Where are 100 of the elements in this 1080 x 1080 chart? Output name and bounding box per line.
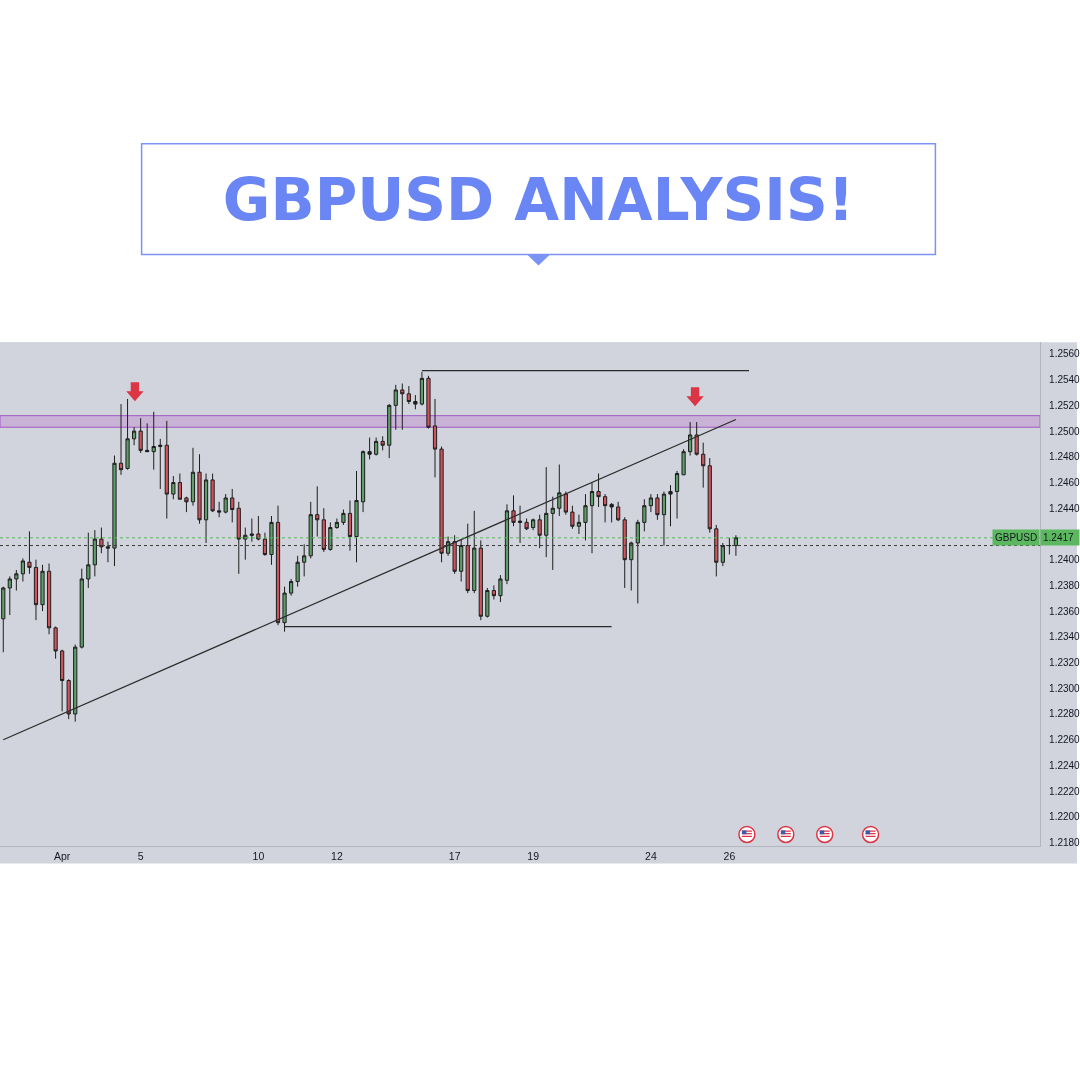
candlestick [583,493,588,541]
candlestick [635,519,640,604]
candlestick [589,482,595,554]
candlestick [177,473,182,500]
y-tick-label: 1.2400 [1049,554,1080,566]
candlestick [118,403,124,476]
candlestick [40,564,45,612]
x-tick-label: 12 [331,850,343,863]
candlestick [203,473,209,544]
candlestick [145,422,150,453]
candlestick [171,475,176,500]
x-tick-label: 24 [645,850,657,863]
candlestick [86,532,91,589]
candlestick [472,510,477,594]
candlestick [73,644,78,723]
x-tick-label: 26 [723,850,736,863]
candlestick [197,453,202,525]
y-tick-label: 1.2320 [1049,657,1080,669]
candlestick [151,411,156,471]
y-tick-label: 1.2260 [1049,734,1080,746]
candlestick [642,498,647,532]
candlestick [282,586,287,633]
candlestick [262,532,268,557]
candlestick [459,538,464,583]
candlestick [289,578,294,597]
candlestick [138,417,143,454]
y-tick-label: 1.2220 [1049,785,1080,797]
candlestick [256,515,261,541]
candlestick [125,398,130,471]
y-tick-label: 1.2200 [1049,811,1080,823]
candlestick [648,493,653,513]
x-tick-label: 5 [137,850,144,863]
candlestick [537,514,542,549]
candlestick [99,527,104,554]
candlestick [374,437,379,457]
candlestick [727,537,732,556]
candlestick [321,507,326,553]
candlestick [576,514,582,535]
candlestick [707,457,712,534]
candlestick [661,491,667,547]
candlestick [393,384,398,431]
candlestick [184,496,189,513]
candlestick [511,494,516,527]
y-tick-label: 1.2300 [1049,682,1080,694]
candlestick [668,484,673,527]
y-tick-label: 1.2280 [1049,708,1080,720]
y-tick-label: 1.2520 [1049,399,1080,411]
y-tick-label: 1.2500 [1049,425,1080,437]
candlestick [439,446,444,563]
candlestick [236,501,241,575]
candlestick [105,541,111,563]
candlestick [334,518,339,530]
candlestick [79,568,84,649]
candlestick [164,420,169,520]
candlestick [570,505,575,530]
candlestick [269,515,274,566]
candlestick [302,543,307,577]
ref-line-label: GBPUSD [995,532,1038,543]
candlestick [524,518,529,531]
y-tick-label: 1.2340 [1049,631,1080,643]
candlestick [616,501,621,522]
candlestick [367,437,372,460]
candlestick [347,500,353,552]
candlestick [400,383,405,431]
candlestick [688,421,693,457]
candlestick [243,527,248,561]
candlestick [132,426,137,446]
y-tick-label: 1.2180 [1049,837,1080,849]
candlestick [53,626,58,660]
candlestick [544,466,549,558]
candlestick [190,447,196,507]
candlestick [33,559,39,621]
candlestick [217,501,222,518]
y-tick-label: 1.2440 [1049,502,1080,514]
candlestick [308,501,313,559]
candlestick [563,491,568,516]
candlestick [622,516,627,589]
candlestick [557,464,562,517]
candlestick [158,438,163,490]
candlestick [112,455,117,567]
candlestick [1,586,6,653]
candlestick [295,555,300,588]
candlestick [694,421,699,457]
candlestick [354,470,359,563]
candlestick [701,442,706,489]
candlestick [629,541,634,592]
candlestick [66,678,71,720]
candlestick [531,518,536,531]
candlestick [485,587,490,619]
candlestick [733,534,739,557]
candlestick [517,505,523,544]
candlestick [478,539,483,621]
candlestick [419,371,425,406]
candlestick [249,518,254,543]
candlestick [609,503,614,523]
candlestick [596,473,601,508]
candlestick [681,448,686,476]
candlestick [7,575,12,616]
y-tick-label: 1.2540 [1049,374,1080,386]
x-tick-label: 10 [252,850,265,863]
